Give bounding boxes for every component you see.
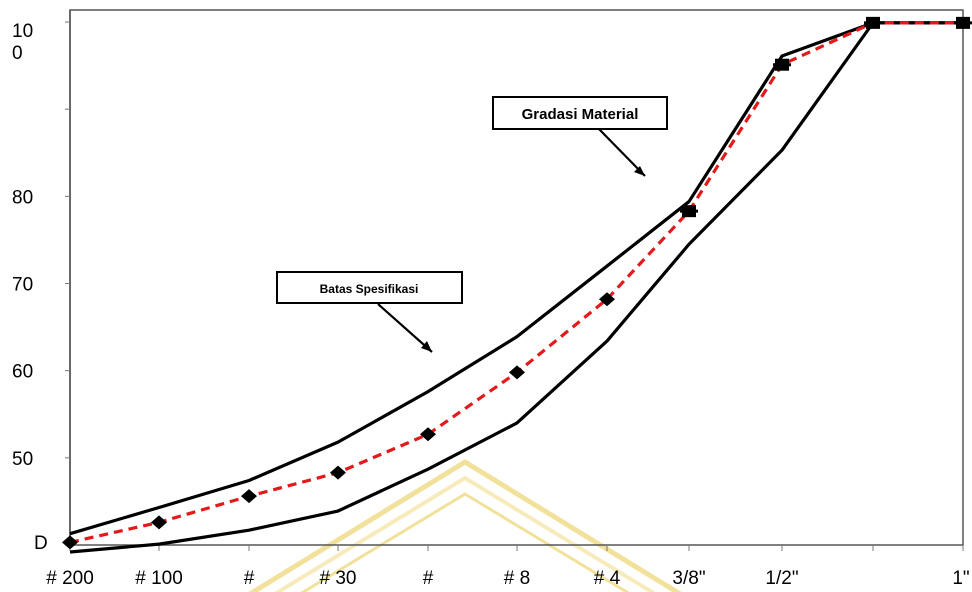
- x-axis-ticks: # 200 # 100 # # 30 # # 8 # 4 3/8" 1/2" 1": [46, 545, 970, 589]
- y-tick-label: 60: [12, 362, 33, 383]
- callouts: Gradasi Material Batas Spesifikasi: [276, 96, 668, 353]
- plot-frame: [69, 9, 964, 546]
- y-tick-label: 70: [12, 275, 33, 296]
- x-tick-label: 1": [952, 568, 969, 589]
- callout-arrowhead-material: [634, 166, 645, 176]
- y-tick-label-line: 10: [12, 21, 33, 42]
- material-point: [62, 535, 78, 550]
- material-point: [509, 365, 525, 380]
- callout-box-spec: [276, 271, 463, 304]
- material-point: [241, 489, 257, 504]
- y-tick-label: 10 0: [12, 21, 33, 64]
- y-axis-ticks: 10 0 80 70 60 50 D: [12, 21, 70, 554]
- material-point: [599, 292, 615, 307]
- material-gradation: [62, 16, 972, 550]
- material-point: [330, 465, 346, 480]
- callout-box-material: [492, 96, 668, 130]
- x-tick-label: # 200: [46, 568, 94, 589]
- y-tick-label-line: 0: [12, 43, 23, 64]
- x-tick-label: # 4: [594, 568, 621, 589]
- specification-bounds: [69, 21, 963, 554]
- callout-arrowhead-spec: [421, 341, 432, 352]
- callout-arrow-material: [596, 126, 646, 177]
- y-tick-label: 50: [12, 449, 33, 470]
- spec-bound-lower: [69, 21, 963, 554]
- callout-text-material: Gradasi Material: [522, 106, 639, 123]
- callout-text-spec: Batas Spesifikasi: [320, 282, 419, 296]
- material-point: [420, 427, 436, 442]
- x-tick-label: #: [244, 568, 255, 589]
- x-tick-label: # 30: [320, 568, 357, 589]
- spec-bound-upper: [69, 21, 963, 536]
- material-point: [151, 515, 167, 530]
- y-tick-label: D: [34, 533, 48, 554]
- x-tick-label: 3/8": [672, 568, 705, 589]
- callout-arrow-spec: [377, 303, 433, 353]
- x-tick-label: #: [423, 568, 434, 589]
- x-tick-label: # 8: [504, 568, 530, 589]
- x-tick-label: 1/2": [765, 568, 798, 589]
- x-tick-label: # 100: [135, 568, 183, 589]
- y-tick-label: 80: [12, 187, 33, 208]
